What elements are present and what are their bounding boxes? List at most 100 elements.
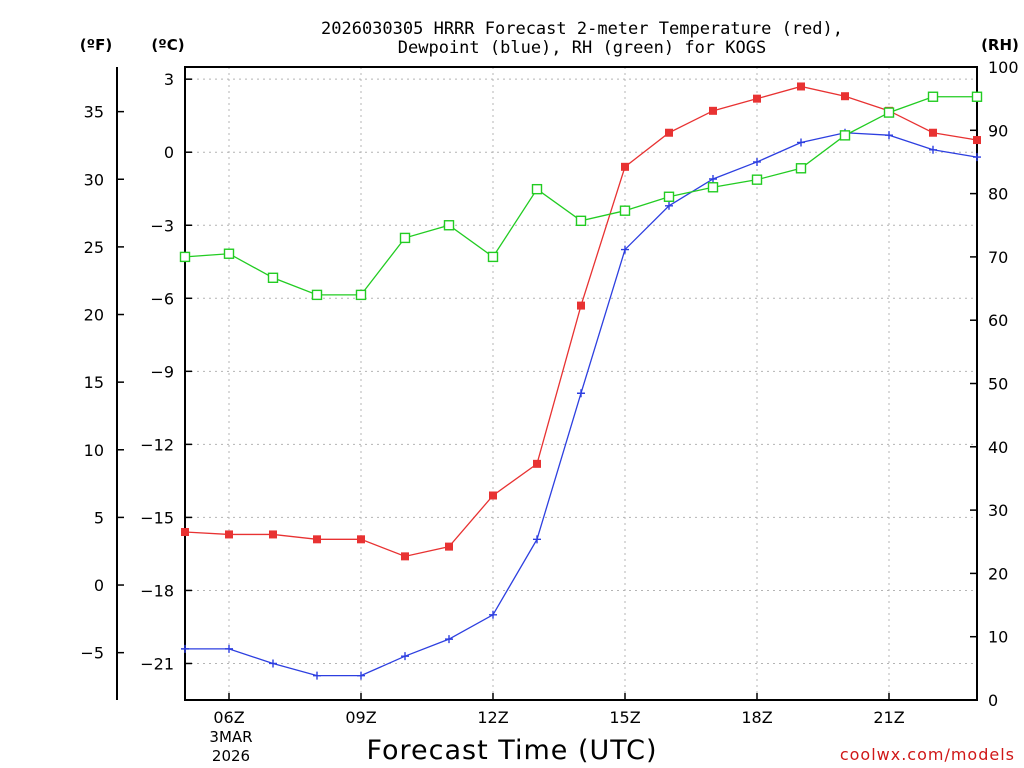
temperature-point: [621, 162, 629, 171]
fahrenheit-tick-label: 20: [84, 306, 104, 325]
celsius-unit-label: (ºC): [151, 36, 184, 54]
series-layer: [179, 82, 983, 680]
fahrenheit-tick-label: 35: [84, 103, 104, 122]
temperature-point: [357, 535, 365, 544]
rh-point: [399, 232, 411, 244]
temperature-point: [445, 542, 453, 551]
plot-frame: [184, 66, 978, 701]
dewpoint-point: [489, 610, 497, 619]
dewpoint-point: [973, 153, 981, 162]
rh-point: [179, 251, 191, 263]
fahrenheit-tick-label: 5: [94, 508, 104, 527]
dewpoint-point: [797, 138, 805, 147]
rh-point: [971, 91, 983, 102]
fahrenheit-tick-label: 0: [94, 576, 104, 595]
series-dewpoint: [181, 128, 981, 680]
rh-tick-label: 0: [988, 691, 998, 710]
celsius-axis: 3 0 −3 −6 −9 −12 −15 −18 −21: [140, 70, 192, 673]
celsius-tick-label: 0: [164, 143, 174, 162]
fahrenheit-unit-label: (ºF): [80, 36, 112, 54]
time-tick-label: 12Z: [477, 708, 508, 727]
chart-title-line2: Dewpoint (blue), RH (green) for KOGS: [398, 38, 766, 58]
dewpoint-point: [357, 671, 365, 680]
fahrenheit-axis: 35 30 25 20 15 10 5 0 −5: [80, 103, 124, 663]
rh-point: [795, 163, 807, 174]
temperature-point: [577, 301, 585, 310]
fahrenheit-tick-label: 25: [84, 238, 104, 257]
rh-point: [487, 251, 499, 263]
fahrenheit-tick-label: −5: [80, 644, 104, 663]
rh-point: [575, 215, 587, 227]
rh-point: [267, 272, 279, 283]
rh-tick-label: 70: [988, 248, 1008, 267]
dewpoint-point: [621, 245, 629, 254]
time-tick-label: 21Z: [873, 708, 904, 727]
rh-point: [927, 91, 939, 102]
time-tick-label: 18Z: [741, 708, 772, 727]
rh-tick-label: 80: [988, 185, 1008, 204]
rh-point: [531, 183, 543, 195]
time-tick-label: 09Z: [345, 708, 376, 727]
dewpoint-point: [885, 131, 893, 140]
dewpoint-point: [753, 157, 761, 166]
temperature-point: [797, 82, 805, 91]
celsius-tick-label: −18: [140, 581, 174, 600]
dewpoint-line: [185, 132, 978, 677]
dewpoint-point: [533, 535, 541, 544]
dewpoint-point: [445, 635, 453, 644]
rh-tick-label: 60: [988, 311, 1008, 330]
date-year-label: 2026: [212, 747, 250, 765]
temperature-point: [929, 128, 937, 137]
gridlines: [185, 67, 977, 700]
rh-point: [751, 174, 763, 185]
temperature-point: [973, 136, 981, 145]
rh-tick-label: 20: [988, 564, 1008, 583]
rh-tick-label: 50: [988, 375, 1008, 394]
dewpoint-point: [665, 201, 673, 210]
celsius-tick-label: −15: [140, 508, 174, 527]
time-tick-label: 06Z: [213, 708, 244, 727]
series-temperature: [181, 82, 981, 561]
rh-point: [619, 205, 631, 216]
rh-unit-label: (RH): [981, 36, 1019, 54]
temperature-point: [841, 92, 849, 101]
axes: [116, 66, 978, 701]
celsius-tick-label: −9: [150, 362, 174, 381]
temperature-point: [313, 535, 321, 544]
rh-point: [311, 289, 323, 301]
celsius-tick-label: −3: [150, 216, 174, 235]
dewpoint-point: [401, 652, 409, 661]
dewpoint-point: [577, 389, 585, 398]
temperature-point: [269, 530, 277, 539]
rh-point: [707, 182, 719, 193]
celsius-tick-label: 3: [164, 70, 174, 89]
rh-tick-label: 10: [988, 628, 1008, 647]
temperature-point: [533, 459, 541, 468]
temperature-point: [753, 94, 761, 103]
celsius-tick-label: −21: [140, 654, 174, 673]
fahrenheit-tick-label: 10: [84, 441, 104, 460]
rh-point: [443, 220, 455, 231]
temperature-point: [181, 528, 189, 537]
dewpoint-point: [313, 671, 321, 680]
rh-line: [184, 96, 977, 296]
dewpoint-point: [181, 644, 189, 653]
celsius-tick-label: −12: [140, 435, 174, 454]
dewpoint-point: [709, 174, 717, 183]
credit-label: coolwx.com/models: [840, 745, 1015, 764]
rh-point: [883, 107, 895, 118]
fahrenheit-tick-label: 30: [84, 170, 104, 189]
rh-point: [839, 130, 851, 141]
rh-tick-label: 100: [988, 58, 1019, 77]
temperature-point: [401, 552, 409, 561]
rh-tick-label: 90: [988, 121, 1008, 140]
temperature-point: [665, 128, 673, 137]
chart-title-line1: 2026030305 HRRR Forecast 2-meter Tempera…: [321, 19, 843, 39]
celsius-tick-label: −6: [150, 289, 174, 308]
time-axis: 06Z 09Z 12Z 15Z 18Z 21Z: [213, 693, 905, 727]
dewpoint-point: [929, 145, 937, 154]
temperature-point: [225, 530, 233, 539]
x-axis-title: Forecast Time (UTC): [366, 735, 657, 766]
